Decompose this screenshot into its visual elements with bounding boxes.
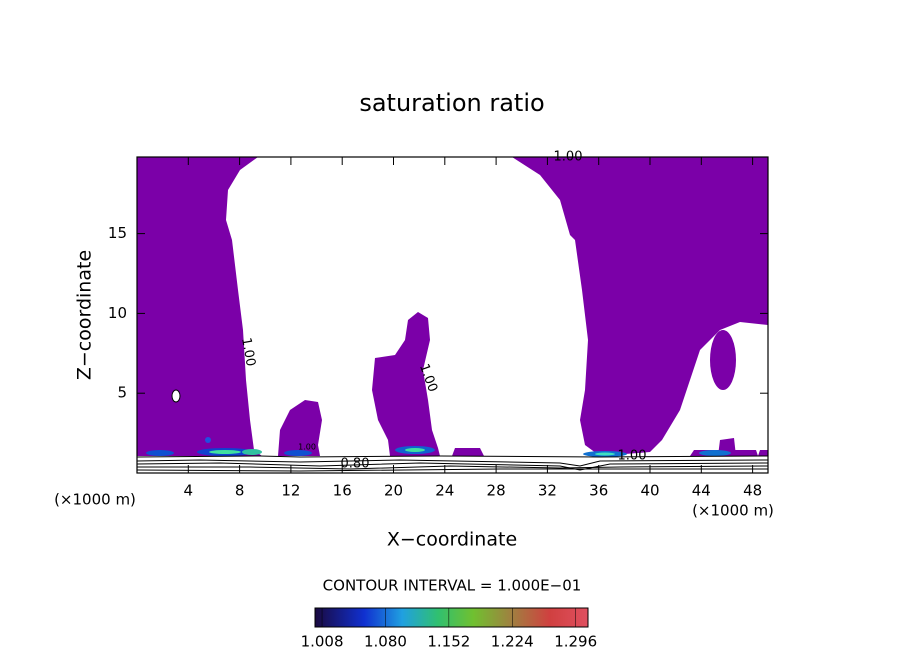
colorbar-tick-label: 1.224 bbox=[491, 633, 534, 651]
x-unit: (×1000 m) bbox=[54, 491, 136, 509]
chart-title: saturation ratio bbox=[359, 89, 544, 117]
colorbar-tick-label: 1.152 bbox=[427, 633, 470, 651]
x-tick-label: 12 bbox=[281, 482, 300, 500]
region bbox=[137, 157, 262, 456]
region bbox=[512, 157, 768, 456]
contour-interval: CONTOUR INTERVAL = 1.000E−01 bbox=[323, 577, 582, 595]
high-values bbox=[146, 437, 731, 457]
x-tick-label: 20 bbox=[384, 482, 403, 500]
y-axis-label: Z−coordinate bbox=[74, 250, 96, 380]
x-tick-label: 32 bbox=[538, 482, 557, 500]
hole bbox=[171, 389, 181, 403]
contour-label: 1.00 bbox=[554, 150, 583, 165]
y-tick-label: 15 bbox=[108, 224, 127, 242]
y-tick-label: 10 bbox=[108, 304, 127, 322]
plot-frame bbox=[136, 156, 769, 474]
field bbox=[137, 157, 768, 472]
region bbox=[278, 400, 322, 456]
colorbar-tick-label: 1.080 bbox=[364, 633, 407, 651]
region bbox=[758, 450, 768, 456]
region bbox=[710, 330, 736, 390]
x-unit: (×1000 m) bbox=[692, 502, 774, 520]
region bbox=[372, 312, 440, 456]
x-tick-label: 48 bbox=[743, 482, 762, 500]
contour-label: 1.00 bbox=[298, 443, 316, 452]
x-tick-label: 8 bbox=[235, 482, 245, 500]
contour-label: 0.80 bbox=[341, 457, 370, 472]
x-tick-label: 40 bbox=[640, 482, 659, 500]
y-tick-label: 5 bbox=[117, 384, 127, 402]
region bbox=[452, 448, 484, 456]
colorbar bbox=[314, 607, 589, 628]
x-tick-label: 24 bbox=[435, 482, 454, 500]
contour-lines bbox=[137, 455, 768, 472]
colorbar-tick-label: 1.296 bbox=[554, 633, 597, 651]
x-tick-label: 36 bbox=[589, 482, 608, 500]
x-tick-label: 28 bbox=[487, 482, 506, 500]
contour-label: 1.00 bbox=[238, 336, 258, 367]
x-tick-label: 44 bbox=[692, 482, 711, 500]
x-tick-label: 4 bbox=[184, 482, 194, 500]
x-axis-label: X−coordinate bbox=[387, 529, 517, 551]
x-tick-label: 16 bbox=[333, 482, 352, 500]
colorbar-tick-label: 1.008 bbox=[301, 633, 344, 651]
saturated-regions bbox=[137, 157, 768, 456]
contour-label: 1.00 bbox=[618, 449, 647, 464]
